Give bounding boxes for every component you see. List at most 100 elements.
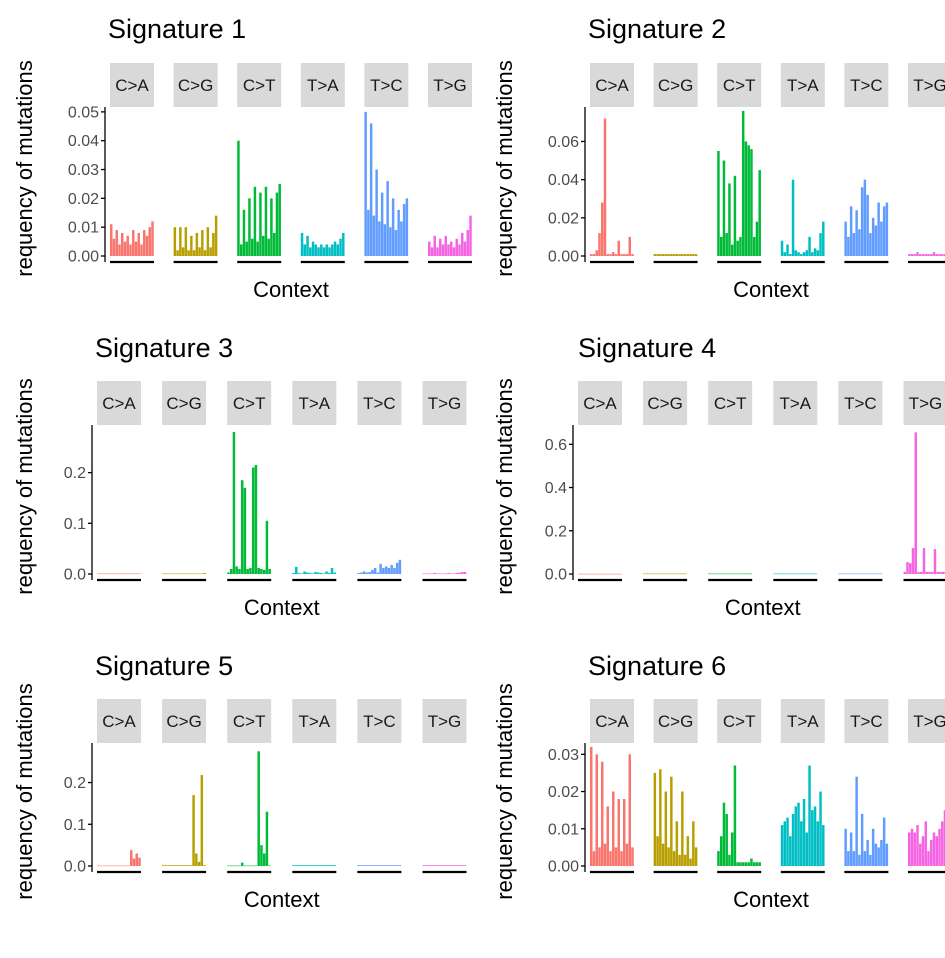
bar bbox=[932, 832, 936, 866]
bar bbox=[716, 573, 719, 575]
bar bbox=[942, 571, 945, 574]
bar bbox=[803, 573, 807, 575]
bar bbox=[319, 572, 323, 574]
bar bbox=[184, 865, 187, 866]
bar bbox=[436, 247, 439, 256]
bar bbox=[192, 573, 195, 575]
bar bbox=[306, 235, 309, 256]
bar bbox=[910, 828, 914, 866]
bar bbox=[847, 851, 850, 866]
bar bbox=[308, 865, 312, 866]
bar bbox=[612, 791, 615, 866]
bar bbox=[240, 480, 244, 574]
bar bbox=[780, 825, 784, 866]
bar bbox=[254, 865, 258, 867]
facet-strip bbox=[162, 381, 207, 425]
bar bbox=[708, 573, 711, 575]
bar bbox=[311, 865, 315, 866]
bar bbox=[752, 862, 756, 866]
facet-strip-label: T>A bbox=[779, 394, 811, 413]
bar bbox=[238, 865, 241, 867]
bar bbox=[854, 573, 858, 575]
bar bbox=[267, 238, 270, 256]
bar bbox=[721, 573, 725, 575]
bar bbox=[309, 247, 312, 256]
facet-C-to-T: C>T bbox=[227, 699, 272, 874]
bar bbox=[780, 240, 784, 256]
bar bbox=[450, 241, 453, 256]
bar bbox=[808, 765, 811, 866]
facet-strip-label: C>T bbox=[233, 712, 266, 731]
bar bbox=[325, 865, 328, 866]
bar bbox=[295, 566, 298, 574]
bar bbox=[272, 232, 276, 256]
bar bbox=[463, 241, 467, 256]
bar bbox=[376, 572, 380, 574]
bar bbox=[439, 865, 442, 866]
bar bbox=[871, 217, 875, 256]
bar bbox=[656, 573, 660, 575]
bar bbox=[430, 573, 434, 575]
bar bbox=[206, 227, 210, 256]
bar bbox=[866, 839, 869, 866]
bar bbox=[384, 865, 388, 866]
bar bbox=[749, 573, 752, 575]
bar bbox=[917, 571, 920, 574]
bar bbox=[300, 232, 304, 256]
bar bbox=[425, 865, 428, 866]
bar bbox=[616, 573, 619, 575]
bar bbox=[306, 865, 309, 866]
bar bbox=[631, 254, 634, 256]
bar bbox=[257, 567, 260, 574]
bar bbox=[108, 573, 111, 575]
bar bbox=[852, 851, 856, 866]
y-tick-label: 0.02 bbox=[68, 191, 99, 208]
bar bbox=[378, 221, 381, 256]
bar bbox=[124, 573, 127, 575]
bar bbox=[786, 244, 789, 256]
bar bbox=[725, 233, 728, 256]
bar bbox=[264, 186, 268, 256]
bar bbox=[719, 836, 723, 866]
bar bbox=[170, 573, 173, 575]
bar bbox=[919, 254, 922, 256]
bar bbox=[387, 865, 391, 866]
facet-strip bbox=[903, 381, 945, 425]
facet-C-to-A: C>A bbox=[578, 381, 622, 582]
bar bbox=[251, 467, 255, 574]
bar bbox=[852, 573, 855, 575]
bar bbox=[322, 573, 326, 575]
bar bbox=[783, 821, 787, 866]
bar bbox=[675, 254, 679, 256]
bar bbox=[849, 573, 852, 575]
bar bbox=[297, 865, 301, 866]
bar bbox=[433, 865, 436, 866]
bar bbox=[683, 254, 687, 256]
bar bbox=[179, 227, 182, 256]
bar bbox=[941, 821, 944, 866]
bar bbox=[678, 254, 681, 256]
x-axis-title: Context bbox=[733, 277, 809, 302]
bar bbox=[320, 244, 323, 256]
bar bbox=[798, 573, 801, 575]
bar bbox=[727, 573, 730, 575]
bar bbox=[145, 235, 149, 256]
bar bbox=[173, 865, 176, 866]
bar bbox=[877, 847, 880, 866]
bar bbox=[717, 151, 720, 256]
bar bbox=[838, 573, 841, 575]
bar bbox=[195, 853, 198, 866]
bar bbox=[398, 865, 402, 866]
bar bbox=[393, 567, 396, 574]
facet-strip-label: T>C bbox=[850, 712, 883, 731]
facet-strip bbox=[590, 699, 634, 743]
bar bbox=[463, 571, 467, 574]
bar bbox=[383, 224, 387, 256]
bar bbox=[920, 571, 923, 574]
bar bbox=[110, 865, 114, 867]
bar bbox=[186, 865, 190, 866]
bar bbox=[710, 573, 714, 575]
bar bbox=[752, 236, 756, 256]
bar bbox=[653, 772, 657, 866]
panel-title: Signature 3 bbox=[95, 333, 233, 363]
